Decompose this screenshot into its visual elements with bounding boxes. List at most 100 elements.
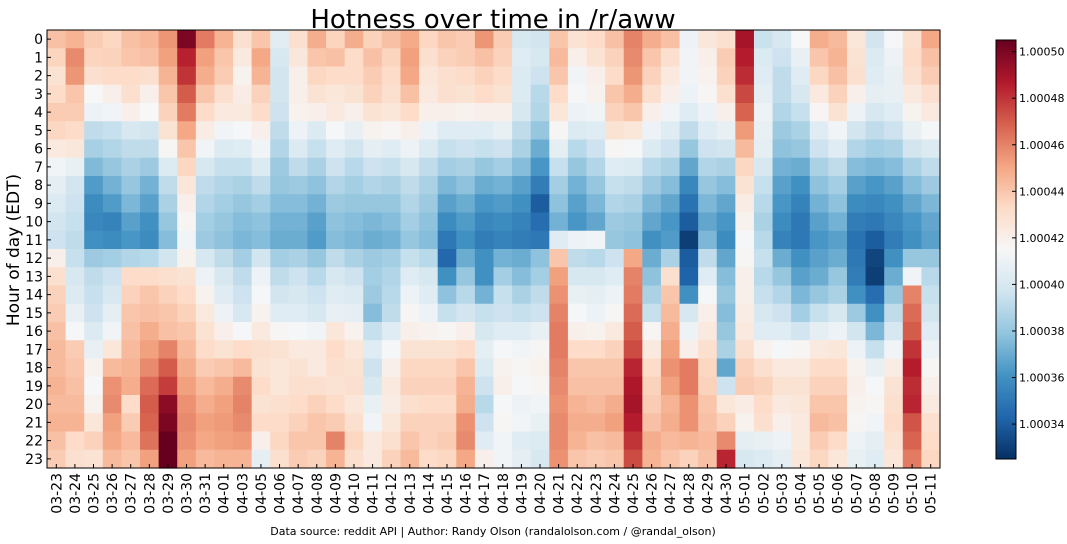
heatmap-cell (530, 340, 550, 360)
heatmap-cell (530, 121, 550, 141)
heatmap-cell (474, 176, 495, 195)
heatmap-cell (65, 139, 85, 159)
heatmap-cell (660, 139, 681, 159)
heatmap-cell (177, 157, 197, 177)
heatmap-cell (567, 176, 588, 195)
heatmap-cell (846, 194, 867, 214)
heatmap-cell (65, 121, 85, 141)
heatmap-cell (158, 376, 178, 396)
heatmap-cell (344, 48, 364, 68)
heatmap-cell (121, 267, 141, 287)
heatmap-cell (791, 121, 811, 141)
heatmap-cell (177, 194, 197, 214)
heatmap-cell (158, 249, 178, 268)
heatmap-cell (623, 340, 643, 360)
heatmap-cell (288, 249, 309, 268)
heatmap-cell (846, 121, 867, 141)
heatmap-cell (493, 212, 513, 232)
heatmap-cell (65, 48, 85, 68)
heatmap-cell (921, 230, 941, 250)
heatmap-cell (47, 66, 67, 86)
heatmap-cell (474, 84, 495, 104)
heatmap-cell (493, 358, 513, 378)
heatmap-cell (47, 340, 67, 360)
heatmap-cell (698, 431, 718, 451)
heatmap-cell (865, 249, 885, 268)
heatmap-cell (288, 194, 309, 214)
heatmap-cell (828, 249, 848, 268)
heatmap-cell (400, 30, 420, 49)
heatmap-cell (567, 376, 588, 396)
heatmap-cell (549, 230, 569, 250)
heatmap-cell (679, 449, 699, 469)
heatmap-cell (865, 358, 885, 378)
heatmap-cell (233, 303, 253, 323)
heatmap-cell (642, 413, 662, 433)
heatmap-cell (809, 84, 829, 104)
heatmap-cell (158, 358, 178, 378)
heatmap-cell (605, 176, 625, 195)
heatmap-cell (456, 84, 476, 104)
heatmap-cell (140, 303, 160, 323)
heatmap-cell (195, 66, 216, 86)
heatmap-cell (456, 303, 476, 323)
heatmap-cell (884, 303, 904, 323)
y-tick-label: 5 (34, 123, 43, 139)
heatmap-cell (735, 176, 755, 195)
heatmap-cell (642, 358, 662, 378)
heatmap-cell (791, 303, 811, 323)
heatmap-cell (642, 157, 662, 177)
heatmap-cell (214, 194, 234, 214)
heatmap-cell (381, 48, 402, 68)
heatmap-cell (586, 176, 606, 195)
heatmap-cell (567, 139, 588, 159)
heatmap-cell (47, 303, 67, 323)
heatmap-cell (679, 30, 699, 49)
heatmap-cell (530, 322, 550, 341)
heatmap-cell (419, 322, 439, 341)
heatmap-cell (251, 230, 271, 250)
heatmap-cell (47, 285, 67, 305)
heatmap-cell (437, 249, 457, 268)
heatmap-cell (716, 103, 736, 122)
heatmap-cell (47, 249, 67, 268)
heatmap-cell (195, 449, 216, 469)
heatmap-cell (140, 285, 160, 305)
heatmap-cell (214, 322, 234, 341)
heatmap-cell (921, 121, 941, 141)
heatmap-cell (660, 249, 681, 268)
heatmap-cell (288, 358, 309, 378)
heatmap-cell (660, 267, 681, 287)
heatmap-cell (865, 449, 885, 469)
heatmap-cell (567, 449, 588, 469)
heatmap-cell (47, 322, 67, 341)
heatmap-cell (567, 121, 588, 141)
heatmap-cell (419, 303, 439, 323)
heatmap-cell (865, 212, 885, 232)
heatmap-cell (512, 395, 532, 414)
heatmap-cell (84, 449, 104, 469)
heatmap-cell (530, 30, 550, 49)
heatmap-cell (233, 322, 253, 341)
heatmap-cell (586, 340, 606, 360)
heatmap-cell (679, 230, 699, 250)
heatmap-cell (419, 358, 439, 378)
heatmap-cell (437, 230, 457, 250)
heatmap-cell (884, 30, 904, 49)
heatmap-cell (270, 431, 290, 451)
heatmap-cell (65, 413, 85, 433)
heatmap-cell (195, 395, 216, 414)
heatmap-cell (65, 431, 85, 451)
heatmap-cell (753, 249, 774, 268)
heatmap-cell (642, 249, 662, 268)
heatmap-cell (456, 431, 476, 451)
heatmap-cell (270, 121, 290, 141)
heatmap-cell (233, 376, 253, 396)
y-tick-label: 16 (25, 324, 43, 340)
heatmap-cell (679, 413, 699, 433)
heatmap-cell (512, 121, 532, 141)
heatmap-cell (214, 449, 234, 469)
heatmap-cell (121, 194, 141, 214)
colorbar-tick-label: 1.00050 (1019, 46, 1065, 59)
x-tick-label: 03-27 (124, 473, 140, 514)
